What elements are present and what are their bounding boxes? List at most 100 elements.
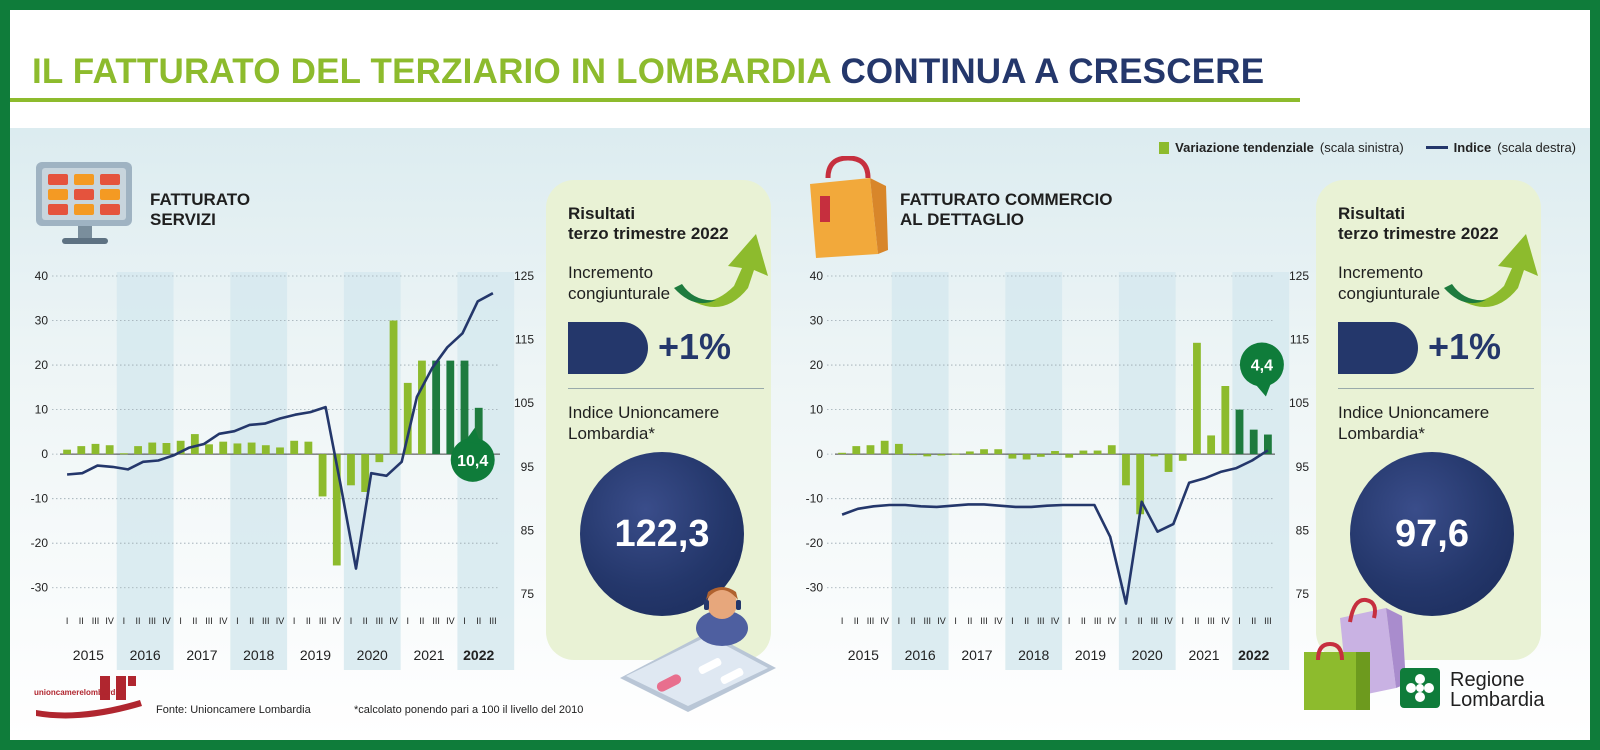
shopping-bag-icon bbox=[810, 156, 888, 258]
panel2-heading-line1: Risultati bbox=[1338, 204, 1406, 223]
servizi-bar bbox=[347, 454, 355, 486]
servizi-callout-pointer bbox=[464, 427, 481, 444]
panel2-indice-line1: Indice Unioncamere bbox=[1338, 403, 1490, 422]
commercio-year-label: 2021 bbox=[1188, 647, 1219, 663]
title-underline bbox=[10, 98, 1300, 102]
commercio-bar bbox=[1051, 451, 1059, 455]
servizi-bar bbox=[446, 360, 455, 455]
servizi-bar bbox=[105, 445, 114, 455]
servizi-bar bbox=[332, 454, 341, 566]
servizi-left-tick-label: 0 bbox=[41, 447, 48, 461]
commercio-quarter-label: II bbox=[854, 616, 859, 626]
panel1-indice-line1: Indice Unioncamere bbox=[568, 403, 720, 422]
servizi-quarter-label: I bbox=[406, 616, 409, 626]
commercio-quarter-label: II bbox=[1194, 616, 1199, 626]
commercio-bar bbox=[1221, 385, 1230, 455]
servizi-quarter-label: II bbox=[476, 616, 481, 626]
servizi-quarter-label: I bbox=[463, 616, 466, 626]
commercio-left-tick-label: -20 bbox=[806, 536, 824, 550]
growth-arrow-icon bbox=[674, 234, 768, 307]
regione-lombardia-line1: Regione bbox=[1450, 669, 1525, 691]
servizi-quarter-label: IV bbox=[105, 616, 114, 626]
servizi-quarter-label: III bbox=[92, 616, 100, 626]
commercio-quarter-label: I bbox=[954, 616, 957, 626]
commercio-quarter-label: IV bbox=[880, 616, 889, 626]
commercio-right-tick-label: 125 bbox=[1289, 269, 1309, 283]
commercio-quarter-label: I bbox=[898, 616, 901, 626]
commercio-quarter-label: III bbox=[1151, 616, 1159, 626]
servizi-bar bbox=[290, 440, 299, 455]
commercio-bar bbox=[1022, 454, 1031, 460]
panel2-incremento-line2: congiunturale bbox=[1338, 284, 1441, 303]
servizi-bar bbox=[148, 442, 157, 455]
commercio-quarter-label: III bbox=[1207, 616, 1215, 626]
commercio-bar bbox=[894, 443, 903, 455]
commercio-bar bbox=[1122, 454, 1130, 486]
panel2-increment-value: +1% bbox=[1428, 326, 1502, 367]
servizi-bar bbox=[318, 454, 327, 497]
commercio-bar bbox=[1164, 454, 1173, 472]
commercio-bar bbox=[852, 446, 861, 455]
panel2-indice-label: Indice Unioncamere Lombardia* bbox=[1338, 402, 1489, 444]
servizi-quarter-label: I bbox=[350, 616, 353, 626]
commercio-right-tick-label: 105 bbox=[1289, 396, 1309, 410]
legend-bar-label: Variazione tendenziale bbox=[1175, 140, 1314, 155]
servizi-right-tick-label: 95 bbox=[521, 460, 535, 474]
commercio-quarter-label: I bbox=[1125, 616, 1128, 626]
legend-bars: Variazione tendenziale (scala sinistra) bbox=[1159, 140, 1404, 155]
regione-lombardia-logo-icon bbox=[1400, 668, 1440, 708]
servizi-quarter-label: I bbox=[66, 616, 69, 626]
title-part2: CONTINUA A CRESCERE bbox=[840, 52, 1265, 91]
commercio-bar bbox=[951, 453, 960, 455]
servizi-year-label: 2020 bbox=[357, 647, 388, 663]
commercio-quarter-label: I bbox=[1181, 616, 1184, 626]
unioncamere-logo-text: unioncamerelombardia bbox=[34, 688, 123, 697]
servizi-year-band bbox=[230, 272, 288, 670]
panel1-heading-line2: terzo trimestre 2022 bbox=[568, 224, 729, 243]
servizi-right-tick-label: 125 bbox=[514, 269, 534, 283]
panel2-heading: Risultati terzo trimestre 2022 bbox=[1338, 204, 1499, 244]
results-panel-commercio: Risultati terzo trimestre 2022 Increment… bbox=[1316, 180, 1541, 660]
servizi-left-tick-label: 10 bbox=[35, 403, 49, 417]
commercio-bar bbox=[1107, 445, 1116, 455]
servizi-left-tick-label: 40 bbox=[35, 269, 49, 283]
commercio-right-tick-label: 75 bbox=[1296, 587, 1310, 601]
servizi-bar bbox=[233, 443, 242, 455]
servizi-bar bbox=[91, 443, 100, 455]
commercio-bar bbox=[909, 454, 917, 456]
servizi-right-tick-label: 75 bbox=[521, 587, 535, 601]
servizi-bar bbox=[162, 443, 171, 455]
servizi-year-band bbox=[116, 272, 174, 670]
title-part1: IL FATTURATO DEL TERZIARIO IN LOMBARDIA bbox=[32, 52, 831, 91]
growth-arrow-icon bbox=[1444, 234, 1538, 307]
servizi-bar bbox=[432, 360, 441, 455]
commercio-left-tick-label: 0 bbox=[816, 447, 823, 461]
servizi-quarter-label: IV bbox=[446, 616, 455, 626]
chart1-title-line1: FATTURATO bbox=[150, 190, 251, 209]
commercio-right-tick-label: 115 bbox=[1290, 333, 1309, 347]
commercio-quarter-label: III bbox=[980, 616, 988, 626]
servizi-year-label: 2018 bbox=[243, 647, 274, 663]
servizi-quarter-label: III bbox=[432, 616, 440, 626]
servizi-bar bbox=[403, 382, 412, 455]
commercio-year-label: 2020 bbox=[1132, 647, 1163, 663]
panel1-divider bbox=[568, 388, 764, 389]
servizi-quarter-label: III bbox=[319, 616, 327, 626]
servizi-left-tick-label: -10 bbox=[31, 492, 49, 506]
legend-line-scale: (scala destra) bbox=[1497, 140, 1576, 155]
commercio-quarter-label: II bbox=[1251, 616, 1256, 626]
legend-bar-swatch bbox=[1159, 141, 1170, 154]
legend-line-label: Indice bbox=[1453, 140, 1492, 155]
commercio-year-label: 2018 bbox=[1018, 647, 1049, 663]
servizi-year-label: 2022 bbox=[463, 647, 494, 663]
servizi-quarter-label: II bbox=[192, 616, 197, 626]
panel2-incremento: Incremento congiunturale bbox=[1338, 262, 1440, 304]
chart2-title-line2: AL DETTAGLIO bbox=[900, 210, 1025, 229]
servizi-bar bbox=[261, 445, 270, 455]
servizi-bar bbox=[460, 360, 469, 455]
servizi-bar bbox=[304, 441, 313, 455]
smartphone-operator-icon bbox=[620, 587, 776, 712]
page-title: IL FATTURATO DEL TERZIARIO IN LOMBARDIA … bbox=[32, 52, 1264, 92]
panel1-incremento-line2: congiunturale bbox=[568, 284, 671, 303]
